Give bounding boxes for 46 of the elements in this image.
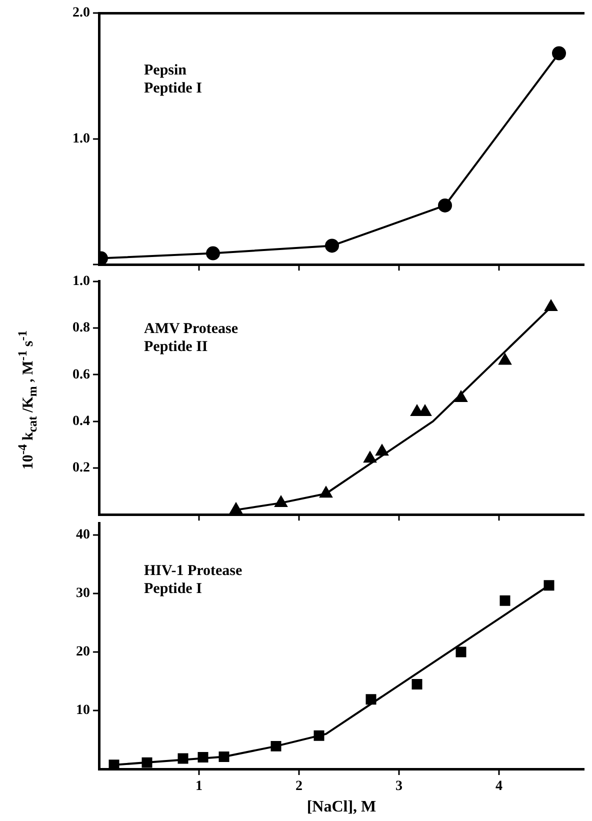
annotation: Pepsin (144, 62, 188, 78)
y-tick-label: 0.2 (72, 460, 90, 476)
annotation: HIV-1 Protease (144, 562, 243, 579)
point (366, 694, 376, 705)
y-tick-label: 30 (76, 586, 90, 602)
x-tick-label: 3 (396, 779, 402, 794)
x-axis-title: [NaCl], M (306, 798, 376, 816)
point (454, 391, 468, 402)
x-tick-label: 4 (496, 779, 502, 794)
annotation: AMV Protease (144, 320, 238, 337)
point (270, 740, 282, 752)
point (498, 354, 512, 365)
point (438, 198, 452, 212)
point (325, 238, 339, 253)
point (218, 751, 230, 762)
x-tick-label: 1 (196, 779, 202, 794)
point (178, 753, 188, 764)
y-tick-label: 2.0 (72, 6, 90, 21)
point (230, 502, 242, 514)
x-tick-label: 2 (296, 779, 302, 794)
annotation: Peptide I (144, 580, 202, 597)
point (108, 760, 120, 769)
point (314, 730, 324, 741)
point (500, 595, 510, 606)
point (412, 678, 422, 690)
point (198, 752, 208, 763)
y-tick-label: 10 (76, 703, 90, 718)
point (544, 300, 558, 312)
point (142, 757, 152, 768)
point (552, 46, 566, 60)
y-tick-label: 1.0 (72, 131, 90, 146)
y-tick-label: 0.6 (72, 367, 90, 382)
point (274, 496, 288, 507)
point (206, 246, 220, 260)
annotation: Peptide II (144, 338, 208, 355)
y-tick-label: 20 (76, 644, 90, 660)
point (376, 444, 388, 456)
y-tick-label: 1.0 (72, 274, 90, 290)
point (320, 486, 332, 498)
point (544, 580, 554, 591)
y-tick-label: 40 (76, 528, 90, 543)
point (364, 452, 376, 463)
point (456, 646, 466, 658)
y-tick-label: 0.8 (72, 320, 90, 336)
y-tick-label: 0.4 (72, 414, 90, 429)
annotation: Peptide I (144, 80, 202, 96)
